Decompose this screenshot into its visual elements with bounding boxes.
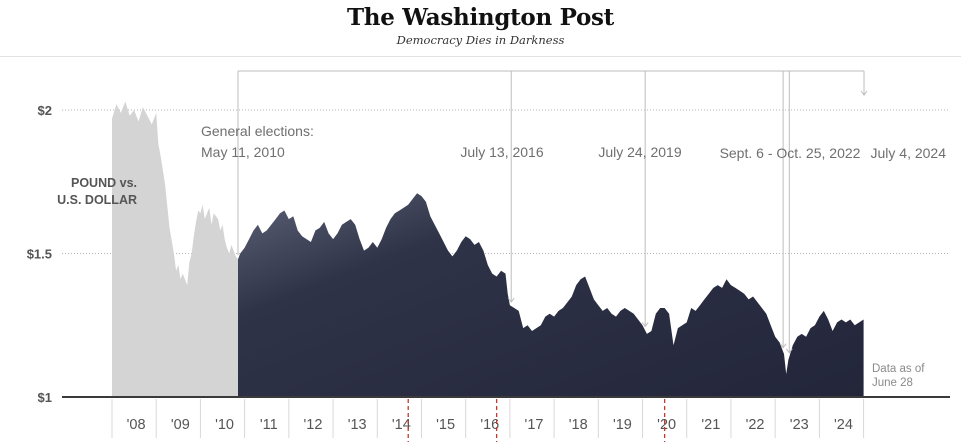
annotation-arrow-2019 [641,322,649,328]
series-label-line-2: U.S. DOLLAR [57,193,137,207]
masthead-logo[interactable]: The Washington Post [346,4,614,31]
x-tick-label: '16 [480,417,499,433]
series-label-line-1: POUND vs. [71,176,137,190]
x-tick-label: '23 [790,417,809,433]
x-tick-label: '24 [834,417,853,433]
annotation-date-2022: Sept. 6 - Oct. 25, 2022 [720,145,861,161]
x-axis: '08 '09 '10 '11 '12 '13 '14 '15 '16 '17 '18 '19 '20 '… [62,396,950,442]
annotation-date-2024: July 4, 2024 [871,145,947,161]
data-note-line-2: June 28 [872,377,913,389]
annotation-date-2010: May 11, 2010 [201,144,285,160]
x-tick-label: '22 [746,417,765,433]
x-tick-label: '12 [303,417,322,433]
annotations: General elections: May 11, 2010 July 13, 2… [201,70,947,354]
annotation-arrow-2022-end [785,348,793,354]
x-tick-label: '18 [569,417,588,433]
masthead: The Washington Post Democracy Dies in Da… [0,0,961,57]
x-tick-label: '20 [657,417,676,433]
x-tick-label: '10 [215,417,234,433]
x-tick-label: '17 [525,417,544,433]
x-tick-label: '08 [127,417,146,433]
annotation-arrow-2024 [860,90,868,96]
series-label: POUND vs. U.S. DOLLAR [57,176,137,207]
annotation-date-2019: July 24, 2019 [598,144,681,160]
annotation-date-2016: July 13, 2016 [460,144,543,160]
x-tick-label: '09 [171,417,190,433]
y-tick-label: $1.5 [27,247,52,262]
x-tick-label: '11 [260,417,278,433]
y-tick-label: $1 [38,390,52,405]
x-tick-label: '13 [348,417,367,433]
y-axis: $2 $1.5 $1 [27,103,52,405]
x-tick-label: '14 [392,417,411,433]
x-tick-label: '19 [613,417,632,433]
y-tick-label: $2 [38,103,52,118]
x-tick-label: '21 [701,417,720,433]
annotation-arrow-2016 [507,297,515,303]
area-2010-onward [238,193,864,397]
data-note-line-1: Data as of [872,363,925,375]
annotation-heading-2010: General elections: [201,123,314,139]
x-tick-label: '15 [436,417,455,433]
masthead-slogan: Democracy Dies in Darkness [396,33,565,47]
data-note: Data as of June 28 [872,363,925,389]
area-pre-2010 [112,101,238,397]
annotation-arrow-2022 [779,343,787,349]
area-layer [112,101,864,397]
